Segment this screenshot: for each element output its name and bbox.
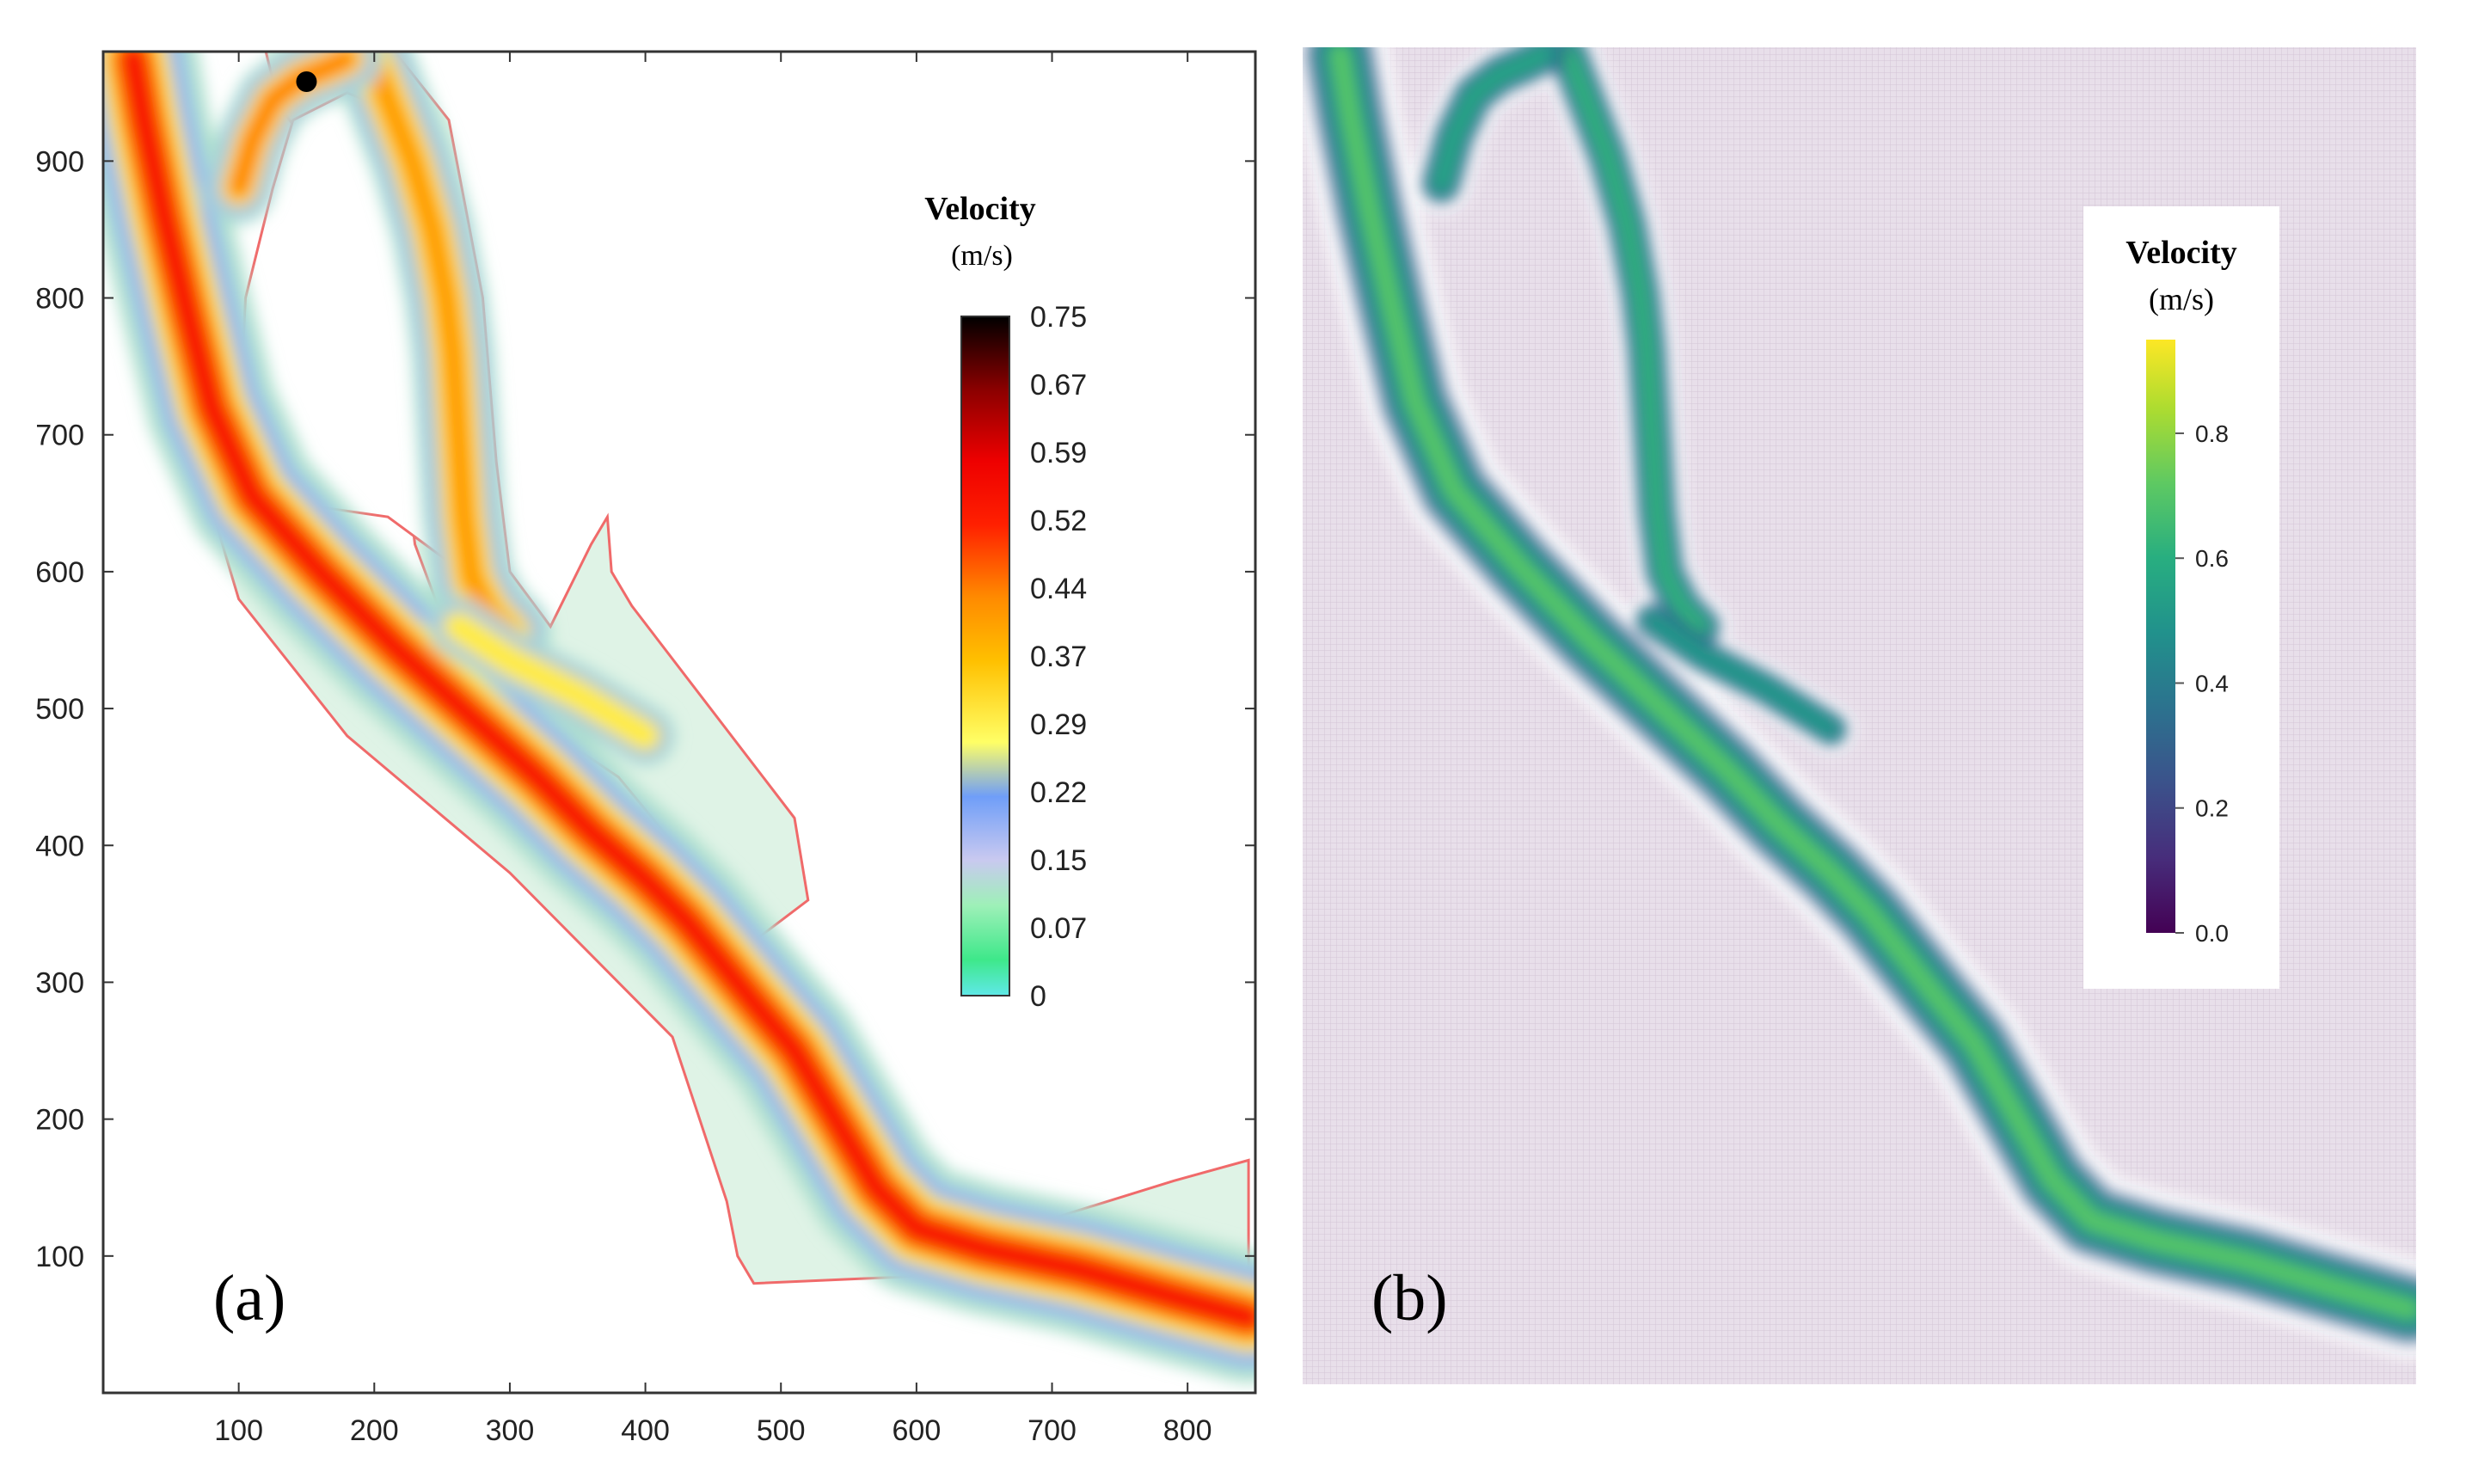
y-tick-label: 900: [35, 145, 84, 178]
colorbar-a-tick-label: 0.44: [1030, 573, 1087, 605]
colorbar-a-ticks: 0.75 0.67 0.59 0.52 0.44 0.37 0.29 0.22 0.15 0.07…: [1030, 301, 1087, 1013]
velocity-peak-marker: [296, 71, 317, 93]
colorbar-b-units: (m/s): [2149, 282, 2214, 316]
east-branch-band-4: [361, 52, 520, 644]
colorbar-a-tick-label: 0.22: [1030, 776, 1087, 809]
y-tick-label: 700: [35, 420, 84, 452]
y-tick-label: 300: [35, 966, 84, 999]
colorbar-b-tick-label: 0.0: [2195, 920, 2229, 947]
colorbar-b: Velocity (m/s) 0.8 0.6 0.4 0.2 0.0: [2083, 206, 2279, 989]
colorbar-b-ramp: [2146, 340, 2175, 933]
colorbar-a-ramp: [960, 316, 1010, 996]
axes-frame-a: [101, 50, 1257, 1395]
colorbar-b-ticks: 0.8 0.6 0.4 0.2 0.0: [2175, 420, 2229, 947]
colorbar-a-tick-label: 0.52: [1030, 505, 1087, 537]
colorbar-a-tick-label: 0.07: [1030, 912, 1087, 945]
colorbar-b-box: [2083, 206, 2279, 989]
colorbar-a-tick-label: 0: [1030, 980, 1046, 1013]
colorbar-a: Velocity (m/s) 0.750.670.590.520.440.370…: [924, 191, 1087, 1013]
panel-a: 100 200 300 400 500 600 700 800 100 200 300 400 500…: [35, 50, 1257, 1447]
side-channel-band-4: [451, 619, 653, 744]
y-tick-label: 800: [35, 283, 84, 316]
velocity-field-b: [1304, 47, 2416, 1346]
east-branch-band-3: [1562, 48, 1708, 634]
x-tick-label: 500: [757, 1414, 806, 1447]
west-branch-band-3: [1435, 48, 1551, 190]
colorbar-a-units: (m/s): [951, 240, 1013, 272]
y-tick-label: 500: [35, 693, 84, 726]
side-channel-band-3: [1647, 615, 1837, 735]
colorbar-b-tick-label: 0.4: [2195, 670, 2229, 696]
panel-b-label: (b): [1371, 1262, 1448, 1334]
west-branch-band-4: [230, 52, 356, 198]
colorbar-b-title: Velocity: [2126, 235, 2236, 271]
x-tick-label: 100: [214, 1414, 263, 1447]
x-tick-label: 400: [621, 1414, 670, 1447]
x-tick-label: 300: [486, 1414, 535, 1447]
y-axis-ticks: 100 200 300 400 500 600 700 800 900: [35, 145, 1255, 1273]
main-channel-band-3: [1329, 47, 2416, 1320]
panel-a-label: (a): [213, 1262, 285, 1334]
colorbar-a-title: Velocity: [924, 191, 1035, 227]
colorbar-a-tick-label: 0.15: [1030, 844, 1087, 877]
y-tick-label: 400: [35, 830, 84, 862]
x-axis-ticks: 100 200 300 400 500 600 700 800: [214, 52, 1212, 1447]
colorbar-a-tick-label: 0.75: [1030, 301, 1087, 334]
colorbar-a-tick-label: 0.67: [1030, 369, 1087, 402]
colorbar-a-tick-label: 0.29: [1030, 708, 1087, 741]
colorbar-b-tick-label: 0.8: [2195, 420, 2229, 447]
x-tick-label: 200: [350, 1414, 399, 1447]
x-tick-label: 800: [1163, 1414, 1212, 1447]
colorbar-b-tick-label: 0.6: [2195, 545, 2229, 572]
panel-b: Velocity (m/s) 0.8 0.6 0.4 0.2 0.0 (b): [1303, 47, 2416, 1384]
main-channel-band-4: [117, 52, 1255, 1334]
colorbar-a-tick-label: 0.37: [1030, 641, 1087, 673]
colorbar-b-tick-label: 0.2: [2195, 795, 2229, 822]
y-tick-label: 600: [35, 556, 84, 589]
x-tick-label: 700: [1028, 1414, 1077, 1447]
x-tick-label: 600: [893, 1414, 942, 1447]
y-tick-label: 100: [35, 1241, 84, 1273]
colorbar-a-tick-label: 0.59: [1030, 437, 1087, 469]
y-tick-label: 200: [35, 1104, 84, 1137]
velocity-field-a: [103, 52, 1255, 1383]
